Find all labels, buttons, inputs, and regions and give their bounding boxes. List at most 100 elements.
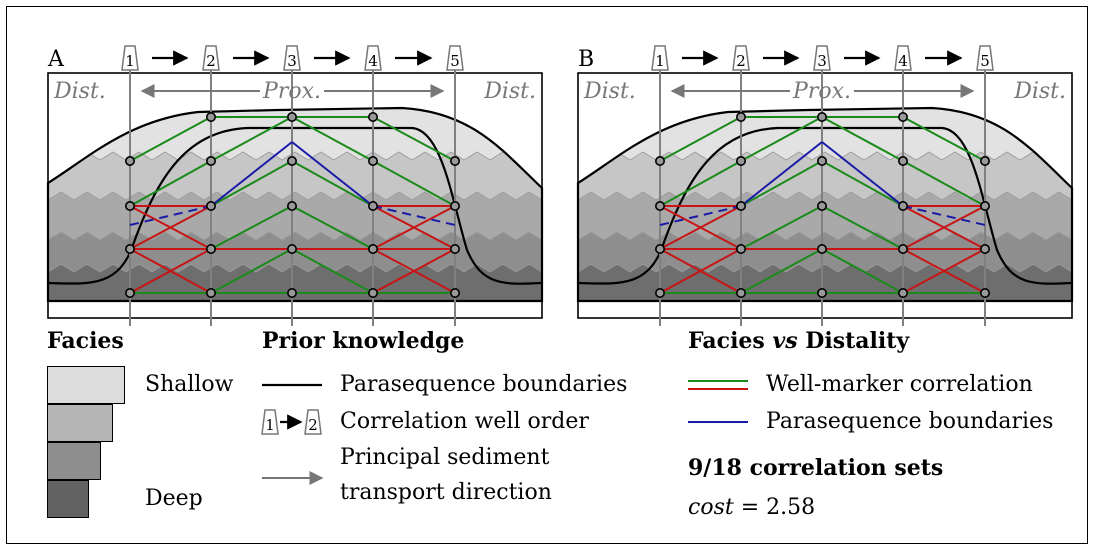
well-number: 1	[655, 52, 665, 70]
well-marker-correlation-green	[291, 248, 374, 294]
well-marker	[816, 287, 827, 298]
facies-swatch-medium	[47, 404, 113, 442]
legend-well-head-icon	[261, 409, 279, 435]
well-marker-correlation-red	[129, 248, 212, 294]
well-marker	[654, 201, 665, 212]
cost-value: cost = 2.58	[688, 496, 815, 520]
well-marker-correlation-green	[740, 205, 823, 250]
well-head-icon	[283, 45, 301, 71]
well-marker	[654, 287, 665, 298]
parasequence-boundary-blue	[210, 141, 293, 207]
dist-left-label: Dist.	[583, 79, 636, 104]
well-marker-correlation-red	[902, 205, 986, 250]
parasequence-boundary-blue	[291, 141, 374, 207]
well-marker	[897, 201, 908, 212]
parasequence-boundary-blue	[821, 141, 904, 207]
fvd-legend-title: Facies vs Distality	[688, 328, 909, 354]
parasequence-boundary-inner	[577, 126, 1073, 285]
well-head-icon	[202, 45, 220, 71]
facies-swatch-shallow	[47, 366, 125, 404]
well-marker-correlation-green	[372, 116, 456, 162]
legend-well-head-icon	[304, 409, 322, 435]
prox-label: Prox.	[792, 79, 851, 104]
well-marker-correlation-green	[291, 205, 374, 250]
well-marker	[449, 287, 460, 298]
well-marker-correlation-green	[210, 248, 293, 294]
well-marker-correlation-green	[129, 160, 212, 207]
well-marker	[654, 244, 665, 255]
well-marker	[979, 201, 990, 212]
legend-well-number: 2	[308, 416, 318, 434]
well-number: 5	[980, 52, 990, 70]
well-marker	[979, 287, 990, 298]
parasequence-boundary-inner	[47, 126, 543, 285]
well-marker	[367, 201, 378, 212]
well-marker	[206, 156, 217, 167]
well-marker	[286, 112, 297, 123]
well-marker	[125, 201, 136, 212]
well-marker	[897, 244, 908, 255]
cost-number: = 2.58	[740, 495, 816, 520]
facies-swatch-deeper	[47, 442, 101, 480]
well-marker-correlation-green	[659, 116, 742, 162]
well-marker-correlation-red	[902, 248, 986, 294]
well-marker	[449, 201, 460, 212]
well-marker	[979, 156, 990, 167]
well-marker	[897, 112, 908, 123]
panel-b: Dist. Dist. Prox. B 1 2 3 4 5	[576, 45, 1074, 326]
facies-shallow-label: Shallow	[145, 372, 234, 397]
fvd-parasequence-label: Parasequence boundaries	[766, 409, 1054, 434]
well-marker	[286, 287, 297, 298]
well-number: 3	[287, 52, 297, 70]
panel-letter: A	[47, 47, 65, 72]
well-head-icon	[651, 45, 669, 71]
well-marker	[206, 201, 217, 212]
well-marker	[816, 112, 827, 123]
well-marker	[367, 112, 378, 123]
well-marker	[816, 156, 827, 167]
well-marker	[125, 244, 136, 255]
well-marker-correlation-red	[659, 205, 742, 250]
fvd-well-marker-label: Well-marker correlation	[766, 372, 1033, 397]
well-head-icon	[732, 45, 750, 71]
well-marker-correlation-green	[291, 116, 374, 162]
well-marker-correlation-green	[821, 116, 904, 162]
prior-transport-label-2: transport direction	[340, 480, 552, 505]
parasequence-boundary-outer	[576, 106, 1074, 303]
well-marker-correlation-green	[740, 160, 823, 207]
well-marker	[735, 201, 746, 212]
well-marker-correlation-green	[129, 116, 212, 162]
well-marker	[206, 287, 217, 298]
fvd-title-prefix: Facies	[688, 328, 773, 354]
prior-well-order-label: Correlation well order	[340, 409, 589, 434]
well-marker-correlation-green	[740, 248, 823, 294]
well-marker	[286, 156, 297, 167]
well-marker	[206, 112, 217, 123]
well-head-icon	[446, 45, 464, 71]
well-marker-correlation-green	[210, 205, 293, 250]
prior-transport-label-1: Principal sediment	[340, 445, 550, 470]
well-marker-correlation-green	[740, 116, 823, 162]
panel-a: Dist. Dist. Prox. A 1 2 3 4 5	[46, 45, 544, 326]
facies-deep-label: Deep	[145, 486, 203, 511]
well-head-icon	[121, 45, 139, 71]
well-head-icon	[894, 45, 912, 71]
well-marker-correlation-red	[129, 205, 212, 250]
prior-parasequence-label: Parasequence boundaries	[340, 372, 628, 397]
correlation-sets-count: 9/18 correlation sets	[688, 455, 944, 481]
cost-label: cost	[688, 495, 734, 520]
prior-knowledge-title: Prior knowledge	[262, 328, 465, 354]
well-marker-correlation-green	[291, 160, 374, 207]
well-marker-correlation-red	[372, 205, 456, 250]
well-marker	[449, 156, 460, 167]
well-marker	[897, 156, 908, 167]
fvd-title-suffix: Distality	[797, 328, 910, 354]
well-marker	[286, 201, 297, 212]
well-head-icon	[813, 45, 831, 71]
well-head-icon	[976, 45, 994, 71]
well-marker	[654, 156, 665, 167]
facies-legend-title: Facies	[47, 328, 124, 354]
well-marker-correlation-green	[372, 160, 456, 207]
